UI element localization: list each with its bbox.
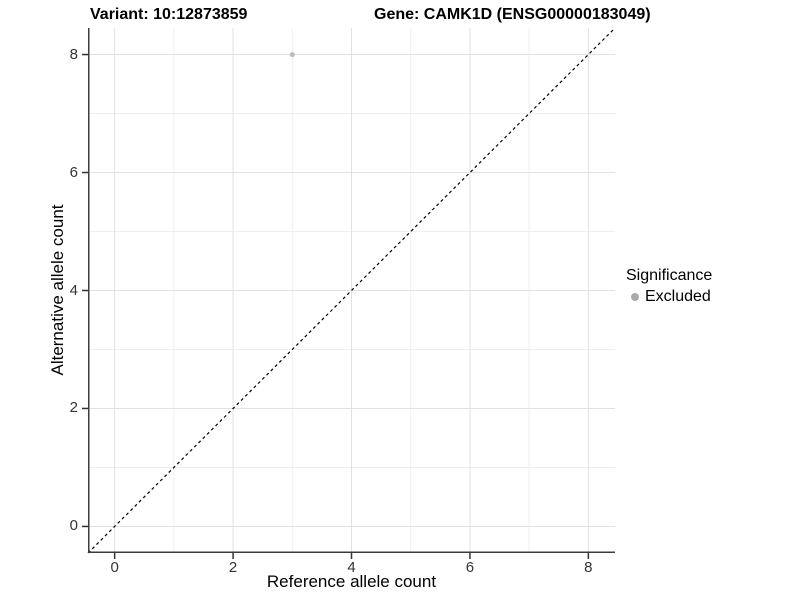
y-tick-label: 2 [69, 399, 78, 417]
identity-line [87, 27, 616, 554]
legend-entry: Excluded [626, 288, 712, 306]
x-tick-label: 2 [228, 559, 238, 576]
legend-entry-label: Excluded [645, 288, 711, 305]
data-point [289, 51, 295, 58]
x-tick-label: 0 [110, 559, 119, 576]
x-tick-label: 6 [465, 559, 475, 576]
y-tick-label: 4 [69, 281, 78, 299]
legend-key [626, 289, 643, 306]
gene-title: Gene: CAMK1D (ENSG00000183049) [374, 6, 651, 23]
legend: Significance Excluded [626, 267, 712, 306]
legend-title: Significance [626, 267, 713, 284]
legend-entries: Excluded [626, 288, 712, 306]
plot-panel [82, 27, 616, 559]
legend-point-icon [630, 293, 639, 301]
x-tick-label: 4 [347, 559, 356, 576]
x-axis-title: Reference allele count [266, 572, 437, 591]
y-tick-label: 0 [69, 517, 78, 535]
plot-canvas [82, 27, 616, 559]
y-tick-label: 8 [69, 45, 78, 63]
x-tick-label: 8 [584, 559, 593, 576]
y-tick-label: 6 [69, 163, 78, 181]
variant-title: Variant: 10:12873859 [90, 6, 248, 23]
y-axis-title: Alternative allele count [48, 204, 67, 376]
